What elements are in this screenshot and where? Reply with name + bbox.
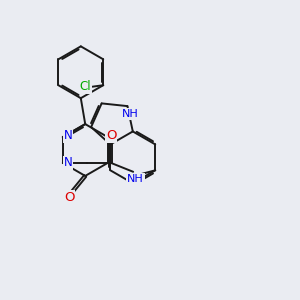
Text: O: O bbox=[106, 129, 116, 142]
Text: O: O bbox=[64, 191, 74, 204]
Text: NH: NH bbox=[122, 109, 139, 119]
Text: Cl: Cl bbox=[80, 80, 92, 93]
Text: NH: NH bbox=[127, 174, 144, 184]
Text: N: N bbox=[64, 157, 73, 169]
Text: N: N bbox=[64, 129, 73, 142]
